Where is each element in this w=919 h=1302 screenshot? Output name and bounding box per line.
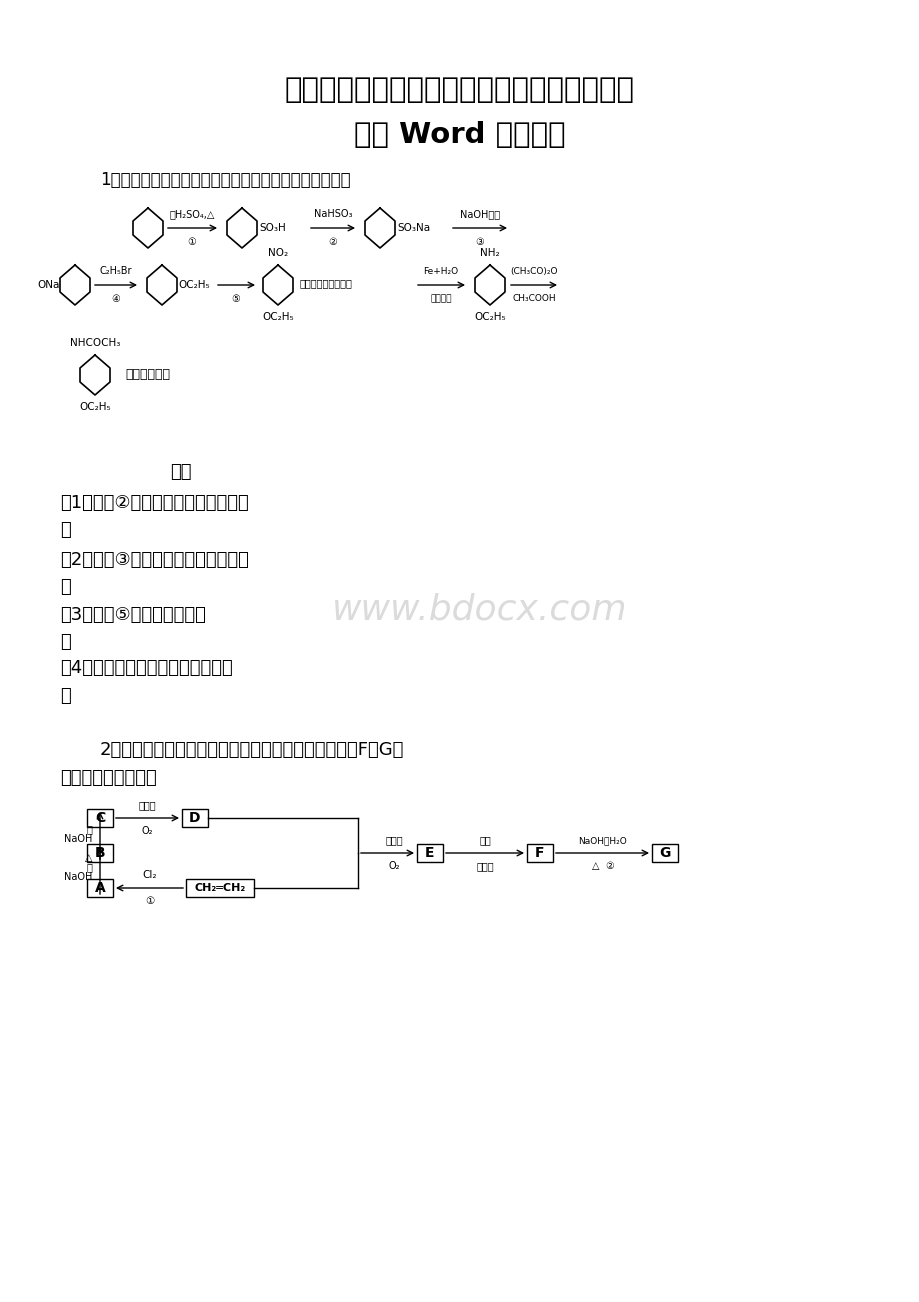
Text: 水: 水 bbox=[86, 862, 92, 872]
Text: 。: 。 bbox=[60, 578, 71, 596]
Text: ③: ③ bbox=[475, 237, 483, 247]
Text: E: E bbox=[425, 846, 435, 861]
Text: ONa: ONa bbox=[38, 280, 60, 290]
Text: 聚合: 聚合 bbox=[479, 835, 491, 845]
Text: A: A bbox=[95, 881, 106, 894]
Text: 。: 。 bbox=[60, 687, 71, 704]
Text: NaOH: NaOH bbox=[63, 871, 92, 881]
Text: C₂H₅Br: C₂H₅Br bbox=[99, 266, 132, 276]
Text: NH₂: NH₂ bbox=[480, 247, 499, 258]
FancyBboxPatch shape bbox=[182, 809, 208, 827]
Text: OC₂H₅: OC₂H₅ bbox=[79, 402, 110, 411]
Text: ②: ② bbox=[605, 861, 613, 871]
Text: B: B bbox=[95, 846, 105, 861]
Text: （3）反应⑤的化学方程式是: （3）反应⑤的化学方程式是 bbox=[60, 605, 206, 624]
Text: 催化剂: 催化剂 bbox=[139, 799, 156, 810]
Text: SO₃Na: SO₃Na bbox=[397, 223, 430, 233]
Text: www.bdocx.com: www.bdocx.com bbox=[332, 592, 627, 628]
Text: SO₃H: SO₃H bbox=[259, 223, 286, 233]
Text: (CH₃CO)₂O: (CH₃CO)₂O bbox=[510, 267, 557, 276]
Text: ①: ① bbox=[187, 237, 196, 247]
Text: （1）反应②中生成的无机物化学式为: （1）反应②中生成的无机物化学式为 bbox=[60, 493, 248, 512]
Text: NaOH熔融: NaOH熔融 bbox=[460, 210, 500, 219]
Text: G: G bbox=[659, 846, 670, 861]
Text: CH₃COOH: CH₃COOH bbox=[512, 294, 555, 303]
Text: △: △ bbox=[85, 854, 92, 863]
Text: 少量盐酸: 少量盐酸 bbox=[430, 294, 451, 303]
Text: 。: 。 bbox=[60, 521, 71, 539]
FancyBboxPatch shape bbox=[416, 844, 443, 862]
Text: 1．有一种名为菲那西汀的药物，其基本合成路线如下：: 1．有一种名为菲那西汀的药物，其基本合成路线如下： bbox=[100, 171, 350, 189]
Text: NaOH、H₂O: NaOH、H₂O bbox=[577, 836, 626, 845]
Text: ⑤: ⑤ bbox=[232, 294, 240, 303]
Text: 浓H₂SO₄,△: 浓H₂SO₄,△ bbox=[169, 210, 214, 219]
Text: CH₂═CH₂: CH₂═CH₂ bbox=[194, 883, 245, 893]
FancyBboxPatch shape bbox=[186, 879, 254, 897]
Text: O₂: O₂ bbox=[388, 861, 400, 871]
Text: ②: ② bbox=[328, 237, 337, 247]
Text: NHCOCH₃: NHCOCH₃ bbox=[70, 339, 120, 348]
Text: D: D bbox=[189, 811, 200, 825]
Text: 引发剂: 引发剂 bbox=[476, 861, 494, 871]
Text: Fe+H₂O: Fe+H₂O bbox=[423, 267, 458, 276]
FancyBboxPatch shape bbox=[527, 844, 552, 862]
Text: OC₂H₅: OC₂H₅ bbox=[473, 312, 505, 322]
Text: （其他异构体略去）: （其他异构体略去） bbox=[300, 279, 353, 288]
Text: C: C bbox=[95, 811, 105, 825]
Text: NaHSO₃: NaHSO₃ bbox=[313, 210, 352, 219]
Text: ①: ① bbox=[144, 896, 154, 906]
Text: 天津市太平村中学高三化学有机化学推断题包: 天津市太平村中学高三化学有机化学推断题包 bbox=[285, 76, 634, 104]
Text: F: F bbox=[535, 846, 544, 861]
FancyBboxPatch shape bbox=[87, 809, 113, 827]
Text: 醇: 醇 bbox=[86, 824, 92, 835]
Text: （2）反应③中生成的无机物化学式为: （2）反应③中生成的无机物化学式为 bbox=[60, 551, 249, 569]
Text: （4）菲那西汀水解的化学方程式为: （4）菲那西汀水解的化学方程式为 bbox=[60, 659, 233, 677]
Text: NaOH: NaOH bbox=[63, 835, 92, 845]
FancyBboxPatch shape bbox=[652, 844, 677, 862]
Text: 答案 Word 版含答案: 答案 Word 版含答案 bbox=[354, 121, 565, 148]
Text: （菲那西汀）: （菲那西汀） bbox=[125, 368, 170, 381]
Text: Cl₂: Cl₂ bbox=[142, 870, 156, 880]
Text: O₂: O₂ bbox=[142, 825, 153, 836]
FancyBboxPatch shape bbox=[87, 879, 113, 897]
Text: 2．以石油产品乙烯为起始原料进行合成高分子化合物F和G，: 2．以石油产品乙烯为起始原料进行合成高分子化合物F和G， bbox=[100, 741, 404, 759]
Text: 则：: 则： bbox=[170, 464, 191, 480]
Text: ④: ④ bbox=[111, 294, 120, 303]
Text: OC₂H₅: OC₂H₅ bbox=[262, 312, 293, 322]
Text: 合成路线如图所示：: 合成路线如图所示： bbox=[60, 769, 156, 786]
FancyBboxPatch shape bbox=[87, 844, 113, 862]
Text: OC₂H₅: OC₂H₅ bbox=[177, 280, 210, 290]
Text: 。: 。 bbox=[60, 633, 71, 651]
Text: 催化剂: 催化剂 bbox=[385, 835, 403, 845]
Text: △: △ bbox=[591, 861, 598, 871]
Text: NO₂: NO₂ bbox=[267, 247, 288, 258]
